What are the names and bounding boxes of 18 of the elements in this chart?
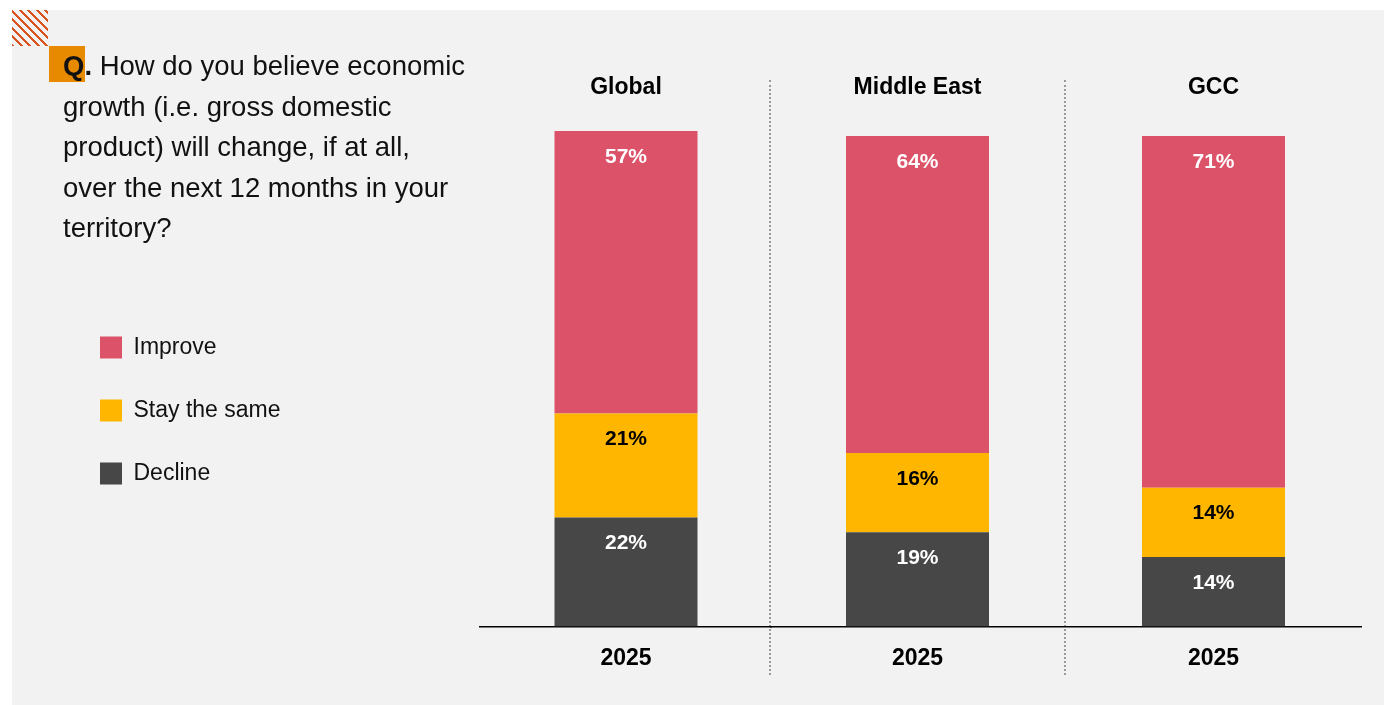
x-tick-label: 2025 — [891, 643, 944, 670]
data-label: 71% — [1192, 148, 1235, 172]
chart-title: Middle East — [853, 73, 982, 100]
data-label: 57% — [604, 143, 648, 167]
chart-title: Global — [590, 73, 662, 100]
data-label: 19% — [896, 545, 939, 569]
legend-label: Improve — [133, 332, 217, 359]
data-label: 21% — [604, 426, 648, 450]
legend-label: Stay the same — [133, 395, 281, 422]
chart-title: GCC — [1187, 73, 1240, 100]
data-label: 16% — [896, 465, 939, 489]
data-label: 14% — [1192, 569, 1235, 593]
x-tick-label: 2025 — [600, 643, 652, 670]
legend-label: Decline — [133, 458, 211, 485]
data-label: 14% — [1192, 500, 1235, 524]
x-tick-label: 2025 — [1187, 643, 1240, 670]
data-label: 64% — [896, 148, 939, 172]
data-label: 22% — [604, 530, 648, 554]
